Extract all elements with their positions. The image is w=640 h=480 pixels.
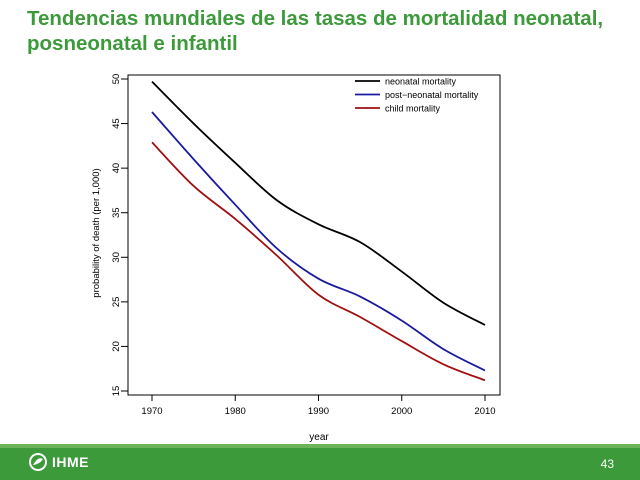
ihme-logo: IHME: [28, 452, 89, 472]
x-axis: 1970 1980 1990 2000 2010: [141, 395, 496, 417]
post-neonatal-mortality-line: [151, 111, 486, 372]
x-tick-label: 2000: [391, 406, 412, 417]
footer-accent-line: [0, 444, 640, 448]
x-tick-label: 1980: [225, 406, 246, 417]
mortality-line-chart: 15 20 25 30 35 40 45 50 1970 1980 1990 2000 2010 pr…: [91, 74, 501, 443]
y-tick-label: 40: [111, 163, 122, 174]
y-tick-label: 50: [111, 74, 122, 85]
slide-title: Tendencias mundiales de las tasas de mor…: [27, 7, 604, 55]
y-tick-label: 20: [111, 341, 122, 352]
y-tick-label: 45: [111, 118, 122, 129]
legend: neonatal mortality post−neonatal mortalit…: [355, 77, 479, 114]
y-tick-label: 35: [111, 207, 122, 218]
x-axis-label: year: [309, 432, 329, 443]
footer-bar: [0, 448, 640, 480]
neonatal-mortality-line: [151, 81, 486, 326]
x-tick-label: 2010: [474, 406, 495, 417]
brand-label: IHME: [52, 454, 89, 470]
y-axis-label: probability of death (per 1,000): [91, 168, 102, 297]
plot-frame: [127, 74, 501, 396]
legend-entry-post-neonatal: post−neonatal mortality: [385, 90, 479, 100]
series-layer: [151, 81, 486, 382]
y-tick-label: 30: [111, 252, 122, 263]
globe-leaf-icon: [29, 453, 47, 471]
legend-entry-neonatal: neonatal mortality: [385, 77, 457, 87]
y-tick-label: 25: [111, 297, 122, 308]
page-number: 43: [600, 457, 614, 471]
x-tick-label: 1990: [308, 406, 329, 417]
y-tick-label: 15: [111, 386, 122, 397]
x-tick-label: 1970: [141, 406, 162, 417]
legend-entry-child: child mortality: [385, 104, 441, 114]
y-axis: 15 20 25 30 35 40 45 50: [111, 74, 128, 397]
child-mortality-line: [151, 141, 486, 382]
